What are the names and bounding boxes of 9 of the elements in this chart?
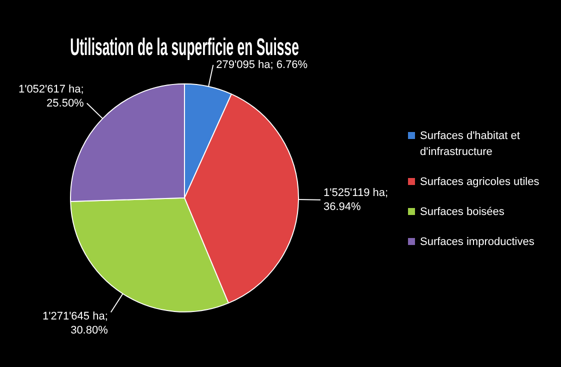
legend-label: Surfaces improductives xyxy=(420,235,534,250)
chart-title: Utilisation de la superficie en Suisse xyxy=(70,34,300,62)
data-label: 1'052'617 ha; 25.50% xyxy=(18,83,84,110)
data-label: 1'525'119 ha; 36.94% xyxy=(323,186,388,213)
legend-label: Surfaces d'habitat et d'infrastructure xyxy=(420,129,521,160)
data-label: 279'095 ha; 6.76% xyxy=(216,58,308,71)
legend-label: Surfaces agricoles utiles xyxy=(420,175,540,190)
data-label: 1'271'645 ha; 30.80% xyxy=(42,310,108,336)
legend-label: Surfaces boisées xyxy=(420,205,504,220)
